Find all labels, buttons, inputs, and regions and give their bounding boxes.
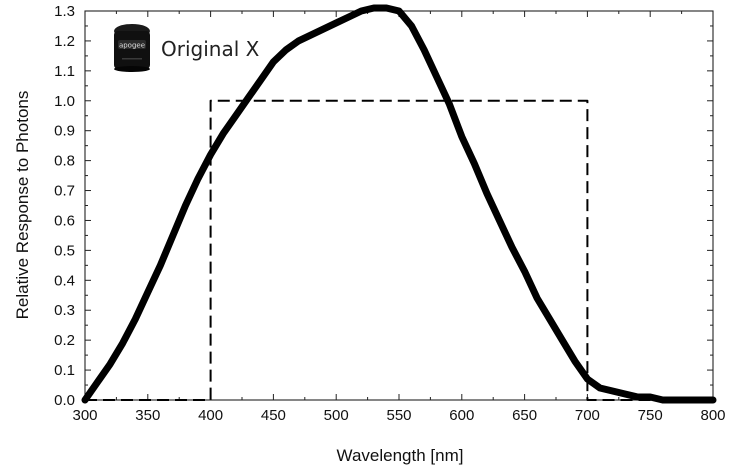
y-tick-label: 0.1 [54,362,75,379]
legend: apogee Original X [114,24,260,72]
x-tick-label: 650 [512,407,537,424]
y-tick-label: 0.6 [54,212,75,229]
y-tick-label: 0.5 [54,242,75,259]
x-tick-label: 400 [198,407,223,424]
y-tick-label: 0.2 [54,332,75,349]
x-tick-label: 500 [324,407,349,424]
y-tick-label: 0.4 [54,272,75,289]
series-line-original-x [81,4,717,404]
x-tick-label: 700 [575,407,600,424]
x-axis-label: Wavelength [nm] [337,446,464,465]
apogee-sensor-icon: apogee [114,24,150,72]
y-tick-label: 0.9 [54,123,75,140]
x-tick-label: 750 [638,407,663,424]
y-tick-label: 1.3 [54,3,75,20]
x-tick-label: 550 [386,407,411,424]
y-tick-label: 0.0 [54,392,75,409]
y-axis-tick-labels: 0.0 0.1 0.2 0.3 0.4 0.5 0.6 0.7 0.8 0.9 1.0 1.1 1.2 1… [54,3,75,409]
apogee-logo-text: apogee [119,42,145,50]
series-layer [81,4,717,404]
y-tick-label: 1.2 [54,33,75,50]
y-tick-label: 0.3 [54,302,75,319]
y-tick-label: 0.8 [54,153,75,170]
y-axis-label: Relative Response to Photons [13,91,32,320]
y-tick-label: 1.0 [54,93,75,110]
y-tick-label: 0.7 [54,183,75,200]
legend-label: Original X [161,37,260,61]
x-axis-tick-labels: 300 350 400 450 500 550 600 650 700 750 800 [72,407,725,424]
reference-line-dashed [85,99,713,401]
x-tick-label: 600 [449,407,474,424]
x-tick-label: 800 [700,407,725,424]
x-tick-label: 350 [135,407,160,424]
x-tick-label: 300 [72,407,97,424]
x-tick-label: 450 [261,407,286,424]
y-tick-label: 1.1 [54,63,75,80]
